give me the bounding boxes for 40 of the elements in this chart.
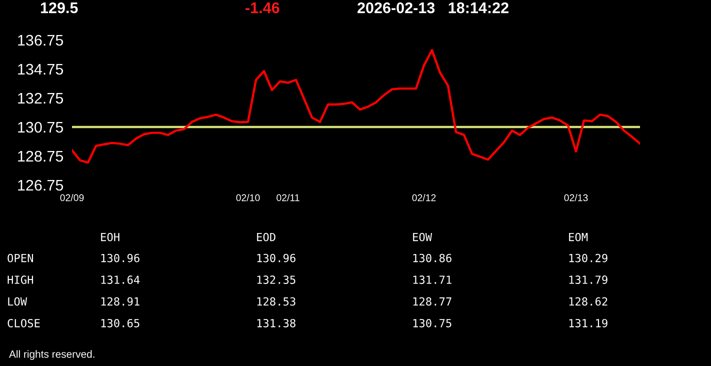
y-tick-label: 136.75 (18, 34, 64, 46)
text: CLOSE (8, 318, 40, 328)
text: EOW (413, 232, 432, 242)
text: LOW (8, 297, 28, 306)
x-tick-label: 02/13 (564, 194, 588, 202)
text: 128.77 (413, 297, 452, 306)
text: EOD (257, 232, 276, 242)
y-tick-label: 132.75 (18, 92, 64, 104)
text: 130.96 (257, 254, 296, 262)
y-tick-label: 134.75 (18, 64, 64, 75)
text: 129.5 (40, 2, 78, 14)
text: 2026-02-13 18:14:22 (358, 2, 508, 14)
text: 128.62 (569, 297, 608, 306)
text: 132.35 (257, 276, 296, 284)
line-series (72, 49, 640, 164)
text: -1.46 (246, 2, 280, 14)
text: EOH (101, 232, 120, 242)
y-tick-label: 128.75 (18, 150, 64, 162)
text: HIGH (8, 276, 34, 284)
x-tick-label: 02/11 (276, 194, 300, 202)
text: All rights reserved. (9, 350, 94, 360)
x-tick-label: 02/10 (236, 194, 260, 202)
text: 128.91 (101, 297, 140, 306)
text: 131.79 (569, 276, 608, 284)
text: 131.38 (257, 318, 296, 328)
text: OPEN (8, 254, 34, 262)
text: 128.53 (257, 297, 296, 306)
text: 131.71 (413, 276, 452, 284)
y-tick-label: 130.75 (18, 122, 64, 133)
text: 130.29 (569, 254, 608, 262)
text: 131.64 (101, 276, 140, 284)
text: 130.65 (101, 318, 140, 328)
text: EOM (569, 232, 588, 242)
text: 131.19 (569, 318, 608, 328)
x-tick-label: 02/09 (60, 194, 84, 202)
text: 130.96 (101, 254, 140, 262)
x-tick-label: 02/12 (412, 194, 436, 202)
y-tick-label: 126.75 (18, 180, 64, 191)
text: 130.86 (413, 254, 452, 262)
text: 130.75 (413, 318, 452, 328)
